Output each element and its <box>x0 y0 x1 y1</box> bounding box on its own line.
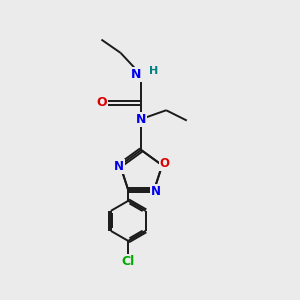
Text: O: O <box>160 157 170 170</box>
Text: O: O <box>97 96 107 110</box>
Text: N: N <box>136 112 146 126</box>
Text: N: N <box>131 68 141 81</box>
Text: H: H <box>148 66 158 76</box>
Text: Cl: Cl <box>122 255 135 268</box>
Text: N: N <box>151 185 160 198</box>
Text: N: N <box>114 160 124 173</box>
